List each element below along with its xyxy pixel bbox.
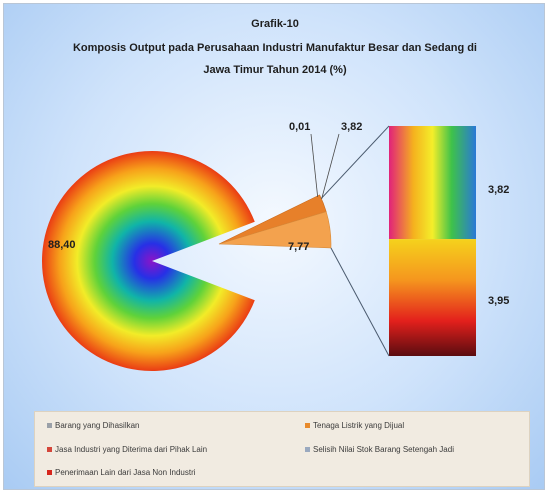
breakdown-bar <box>389 126 476 240</box>
leader-line <box>310 133 319 197</box>
breakdown-bar <box>389 239 476 356</box>
chart-title-line-2: Komposis Output pada Perusahaan Industri… <box>72 42 477 54</box>
legend-swatch <box>305 447 310 452</box>
legend-label: Jasa Industri yang Diterima dari Pihak L… <box>55 445 208 454</box>
data-label: 3,95 <box>488 295 509 307</box>
data-label: 3,82 <box>341 121 362 133</box>
connector-line <box>330 247 390 357</box>
legend-swatch <box>47 470 52 475</box>
legend-label: Barang yang Dihasilkan <box>55 421 140 430</box>
legend-label: Penerimaan Lain dari Jasa Non Industri <box>55 468 196 477</box>
data-label: 3,82 <box>488 184 509 196</box>
legend-item: Selisih Nilai Stok Barang Setengah Jadi <box>305 445 454 454</box>
legend: Barang yang Dihasilkan Tenaga Listrik ya… <box>34 411 530 487</box>
connector-line <box>320 125 390 199</box>
legend-label: Tenaga Listrik yang Dijual <box>313 421 405 430</box>
legend-item: Tenaga Listrik yang Dijual <box>305 421 404 430</box>
pie-slice <box>42 151 255 372</box>
legend-swatch <box>47 423 52 428</box>
legend-item: Barang yang Dihasilkan <box>47 421 140 430</box>
data-label: 7,77 <box>288 241 309 253</box>
data-label: 0,01 <box>289 121 310 133</box>
legend-label: Selisih Nilai Stok Barang Setengah Jadi <box>313 445 454 454</box>
leader-line <box>321 133 340 200</box>
data-label: 88,40 <box>48 239 76 251</box>
pie-slice <box>218 211 332 249</box>
chart-title-line-3: Jawa Timur Tahun 2014 (%) <box>203 64 347 76</box>
legend-swatch <box>47 447 52 452</box>
chart-area: Grafik-10 Komposis Output pada Perusahaa… <box>3 3 545 490</box>
legend-item: Jasa Industri yang Diterima dari Pihak L… <box>47 445 207 454</box>
pie-of-bar-chart: 88,40 7,77 0,01 3,82 3,82 3,95 <box>42 121 509 372</box>
legend-swatch <box>305 423 310 428</box>
chart-title: Grafik-10 <box>251 18 299 30</box>
legend-item: Penerimaan Lain dari Jasa Non Industri <box>47 468 196 477</box>
